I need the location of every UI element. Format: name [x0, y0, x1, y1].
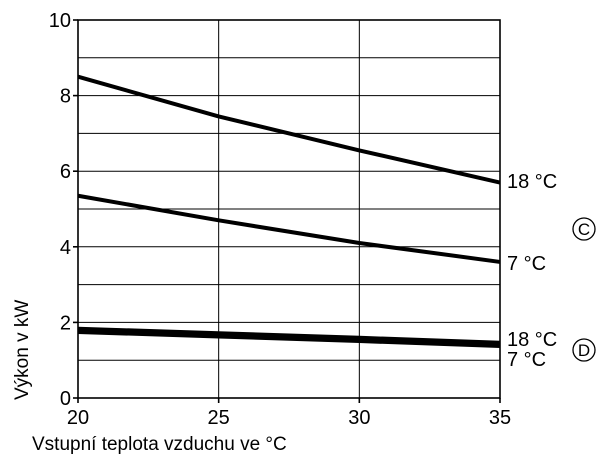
- y-tick-label: 6: [60, 161, 71, 183]
- tick-labels: 0 2 4 6 8 10 20 25 30 35: [49, 10, 511, 429]
- series-line: [77, 74, 501, 185]
- plot-frame: [77, 19, 501, 399]
- x-tick-label: 20: [67, 407, 89, 429]
- group-marker-circle: [572, 338, 596, 362]
- series-label: 18 °C: [507, 171, 557, 193]
- x-tick-label: 30: [348, 407, 370, 429]
- x-tick-label: 35: [489, 407, 511, 429]
- y-tick-label: 4: [60, 237, 71, 259]
- group-marker-label: C: [578, 220, 590, 239]
- series-line: [77, 328, 501, 348]
- series-label: 7 °C: [507, 253, 546, 275]
- series-label: 7 °C: [507, 349, 546, 371]
- y-tick-label: 8: [60, 86, 71, 108]
- y-tick-label: 2: [60, 312, 71, 334]
- group-markers: CD: [572, 217, 596, 362]
- y-tick-label: 0: [60, 388, 71, 410]
- series-label: 18 °C: [507, 329, 557, 351]
- y-tick-label: 10: [49, 10, 71, 32]
- series-labels: 18 °C7 °C18 °C7 °C: [507, 171, 557, 371]
- x-tick-label: 25: [208, 407, 230, 429]
- group-marker-circle: [572, 217, 596, 241]
- x-axis-title: Vstupní teplota vzduchu ve °C: [32, 434, 287, 455]
- group-marker-label: D: [578, 341, 590, 360]
- series-lines: [77, 74, 501, 348]
- series-line: [77, 193, 501, 264]
- y-axis-title: Výkon v kW: [12, 300, 33, 400]
